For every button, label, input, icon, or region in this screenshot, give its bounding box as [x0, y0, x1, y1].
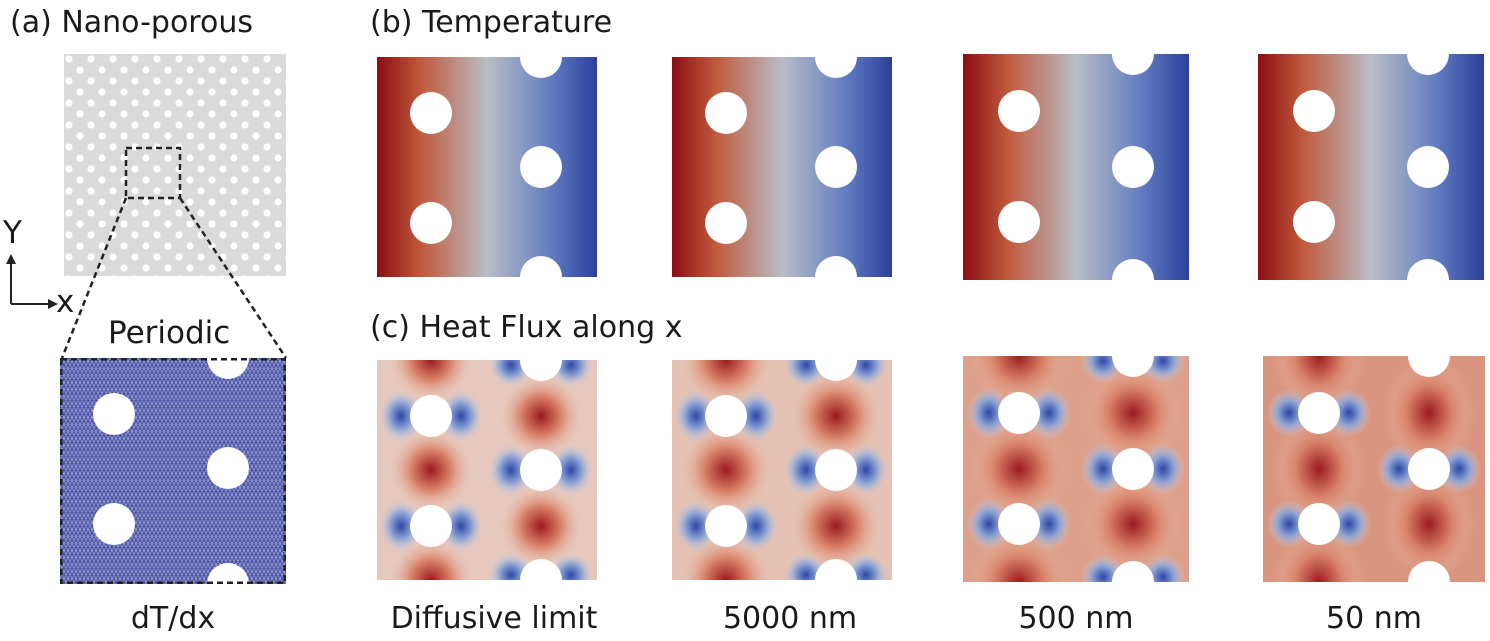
- heatflux-map-5000nm: [672, 360, 892, 580]
- gradient-label: dT/dx: [130, 601, 216, 636]
- zoom-box: [124, 146, 182, 200]
- caption-5000nm: 5000 nm: [722, 601, 858, 636]
- axis-y-label: Y: [3, 215, 22, 251]
- temperature-map-diffusive: [377, 57, 597, 277]
- mesh-unit-cell: [60, 358, 286, 584]
- axes-arrows: [6, 254, 58, 309]
- temperature-map-5000nm: [672, 57, 892, 277]
- caption-500nm: 500 nm: [1018, 601, 1134, 636]
- temperature-map-500nm: [963, 54, 1189, 280]
- heatflux-map-500nm: [963, 356, 1189, 582]
- caption-diffusive-limit: Diffusive limit: [390, 601, 598, 636]
- temperature-map-50nm: [1258, 54, 1484, 280]
- zoom-lines: [60, 197, 288, 359]
- caption-50nm: 50 nm: [1326, 601, 1422, 636]
- panel-b-title: (b) Temperature: [370, 5, 613, 40]
- heatflux-map-50nm: [1263, 356, 1485, 582]
- periodic-label: Periodic: [108, 315, 231, 351]
- heatflux-map-diffusive: [377, 360, 597, 580]
- axis-x-label: x: [56, 284, 75, 320]
- panel-a-title: (a) Nano-porous: [10, 5, 253, 40]
- nanoporous-overview: [64, 54, 286, 276]
- panel-c-title: (c) Heat Flux along x: [370, 310, 683, 345]
